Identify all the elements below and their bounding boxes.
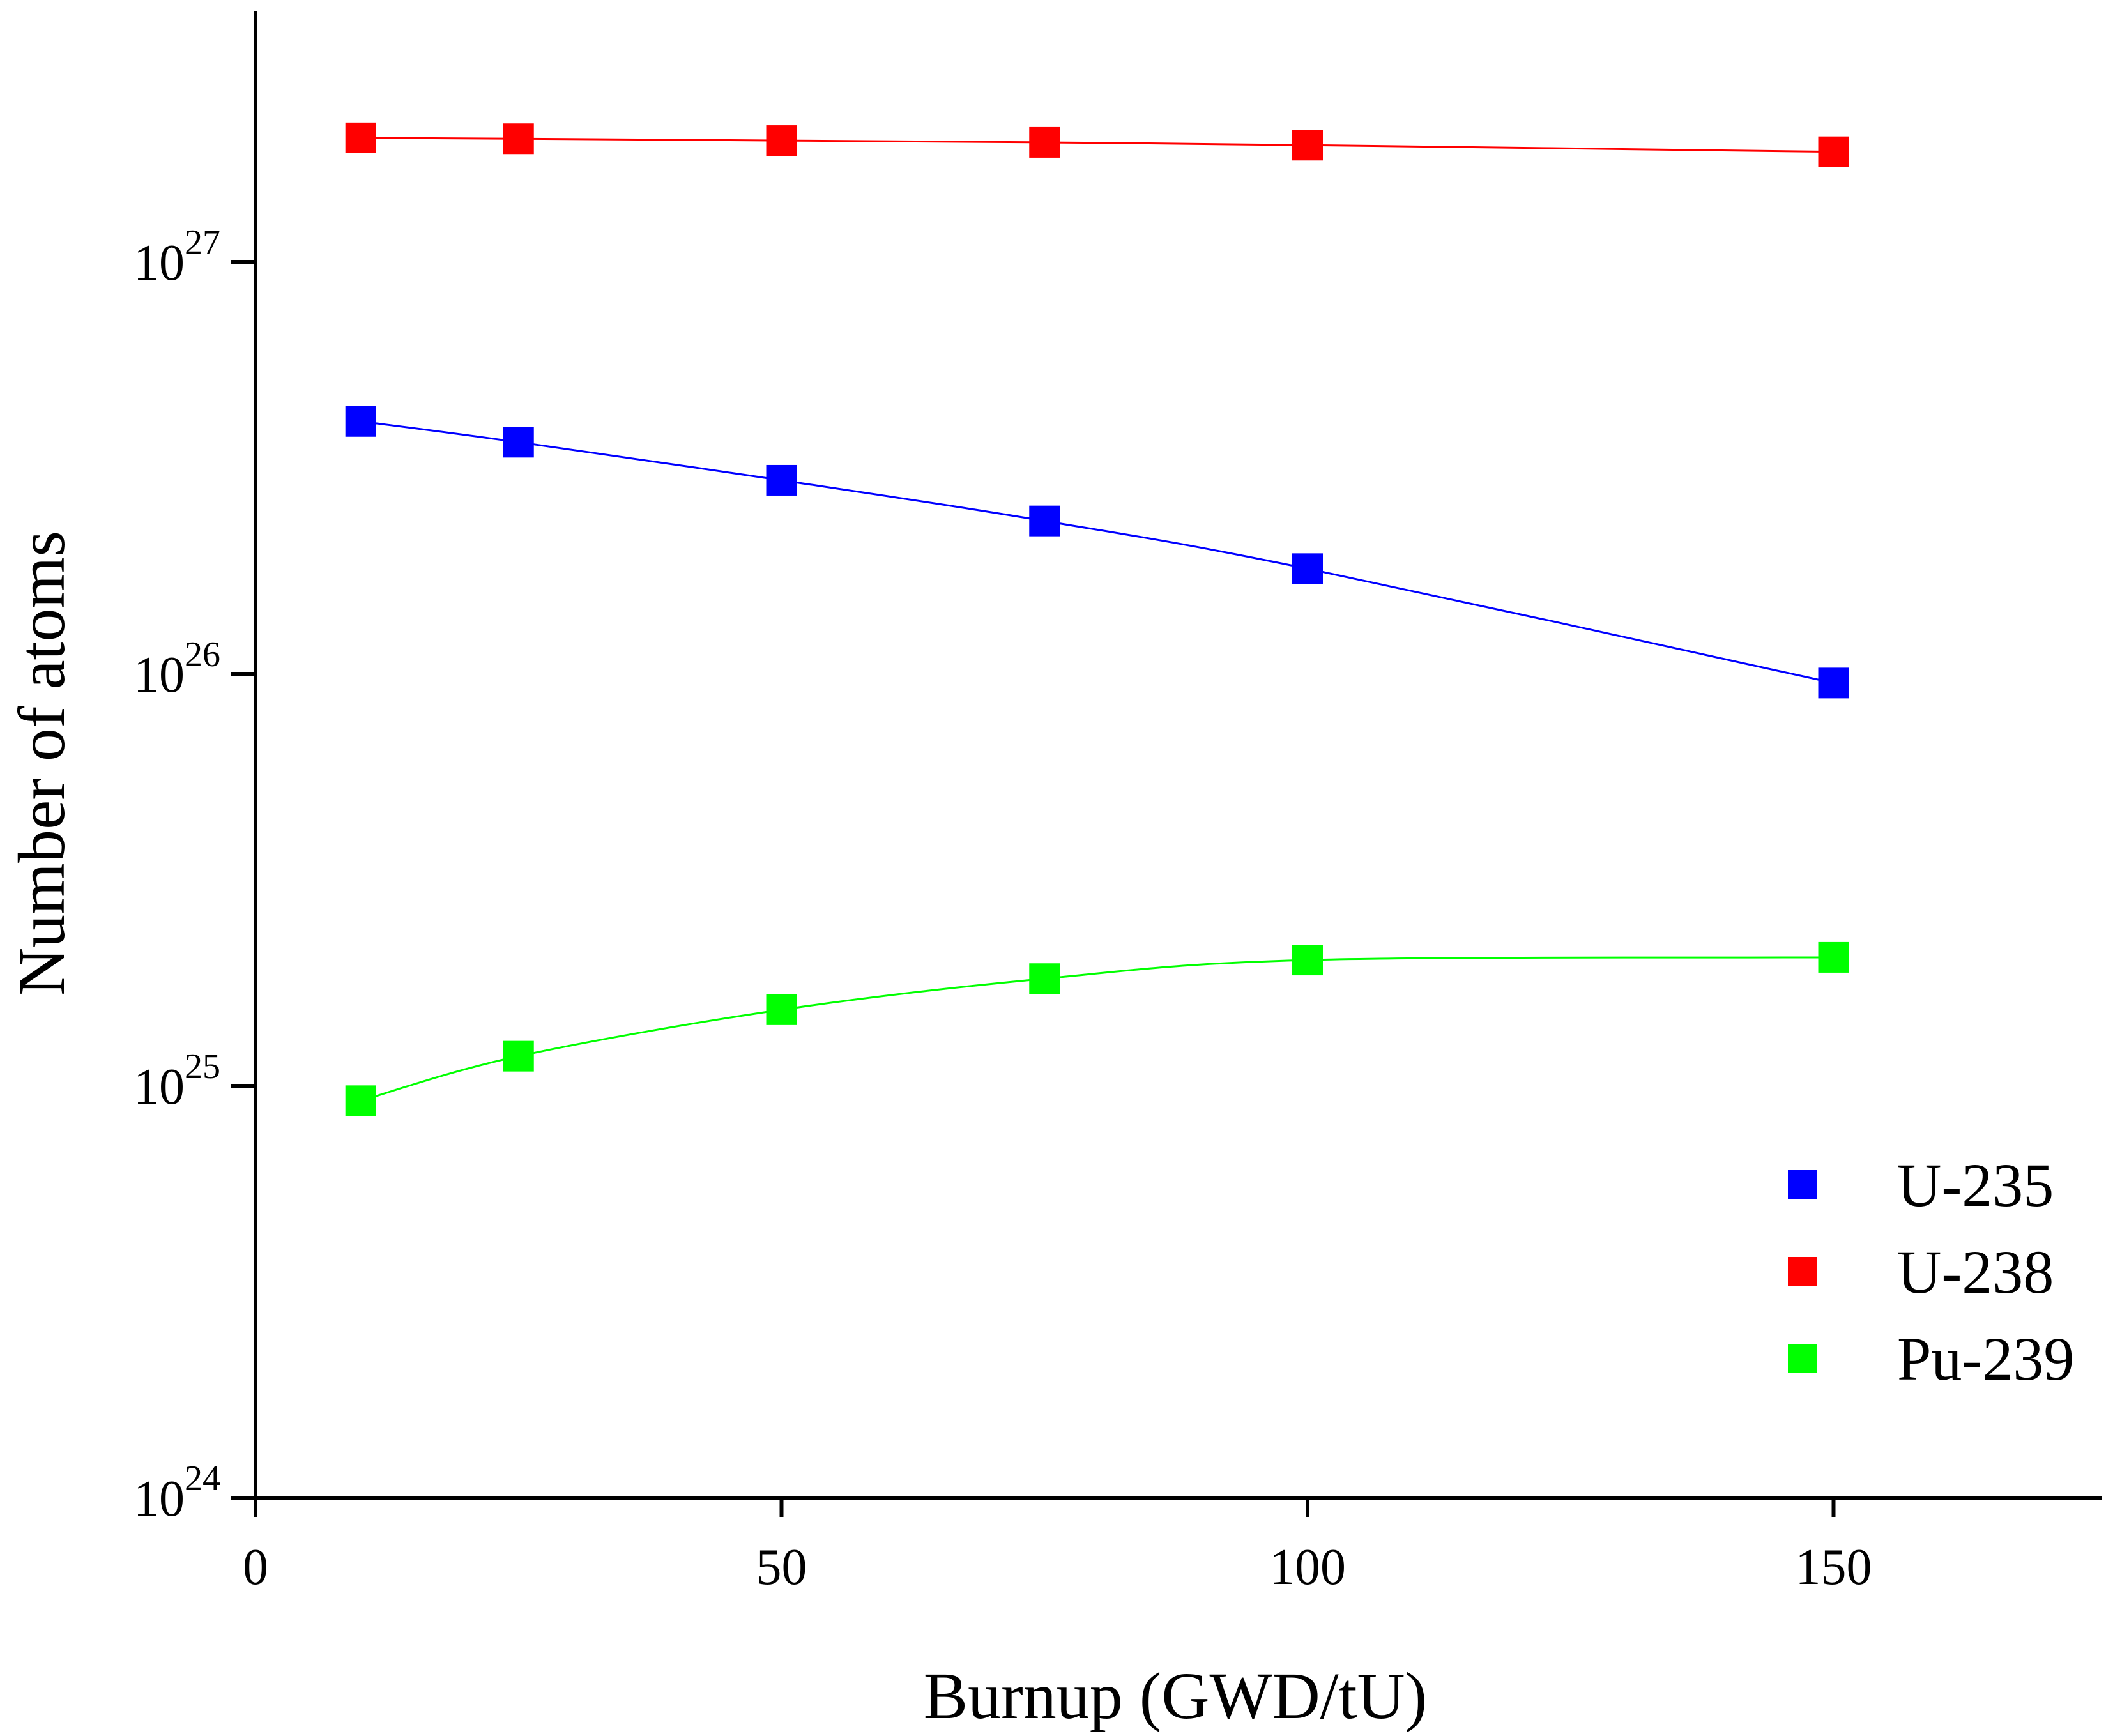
series-line-u-238 (360, 137, 1834, 153)
y-axis-title: Number of atoms (5, 531, 79, 996)
data-point-u-238 (1818, 136, 1849, 167)
legend-item-u-238: U-238 (1788, 1238, 2054, 1306)
data-point-u-238 (1292, 130, 1323, 161)
legend-label-pu-239: Pu-239 (1897, 1325, 2074, 1393)
data-point-u-235 (1818, 667, 1849, 699)
legend-label-u-238: U-238 (1897, 1238, 2054, 1306)
data-point-u-235 (503, 427, 534, 458)
data-point-u-238 (766, 125, 797, 156)
y-tick-label: 1024 (134, 1459, 220, 1527)
data-point-u-235 (1029, 505, 1060, 537)
y-tick-label: 1026 (134, 635, 220, 703)
legend-item-u-235: U-235 (1788, 1151, 2054, 1219)
data-point-u-235 (1292, 553, 1323, 584)
data-point-u-235 (345, 406, 376, 437)
y-tick-label: 1025 (134, 1047, 220, 1115)
x-tick-label: 100 (1269, 1539, 1346, 1595)
series-u-235 (345, 406, 1849, 699)
data-point-pu-239 (1292, 945, 1323, 976)
legend-label-u-235: U-235 (1897, 1151, 2054, 1219)
series-layer (345, 122, 1849, 1116)
legend-item-pu-239: Pu-239 (1788, 1325, 2074, 1393)
ticks-layer: 0 50 100 150 1024 1025 1026 1027 (134, 223, 1872, 1595)
series-pu-239 (345, 941, 1849, 1116)
data-point-u-238 (503, 123, 534, 155)
data-point-pu-239 (503, 1040, 534, 1072)
legend-marker-pu-239 (1788, 1344, 1817, 1373)
series-u-238 (345, 122, 1849, 167)
y-tick-label: 1027 (134, 223, 220, 291)
x-tick-label: 150 (1796, 1539, 1872, 1595)
series-line-pu-239 (360, 956, 1834, 1102)
axes-layer (254, 11, 2102, 1500)
data-point-pu-239 (1029, 963, 1060, 994)
data-point-u-235 (766, 464, 797, 496)
x-axis-title: Burnup (GWD/tU) (924, 1659, 1428, 1733)
series-line-u-235 (360, 420, 1834, 684)
x-tick-label: 0 (243, 1539, 268, 1595)
x-tick-label: 50 (756, 1539, 807, 1595)
legend-marker-u-235 (1788, 1170, 1817, 1199)
data-point-pu-239 (1818, 941, 1849, 973)
legend-marker-u-238 (1788, 1257, 1817, 1286)
data-point-u-238 (1029, 126, 1060, 158)
data-point-u-238 (345, 122, 376, 153)
legend: U-235 U-238 Pu-239 (1788, 1151, 2074, 1393)
data-point-pu-239 (766, 994, 797, 1025)
data-point-pu-239 (345, 1085, 376, 1116)
